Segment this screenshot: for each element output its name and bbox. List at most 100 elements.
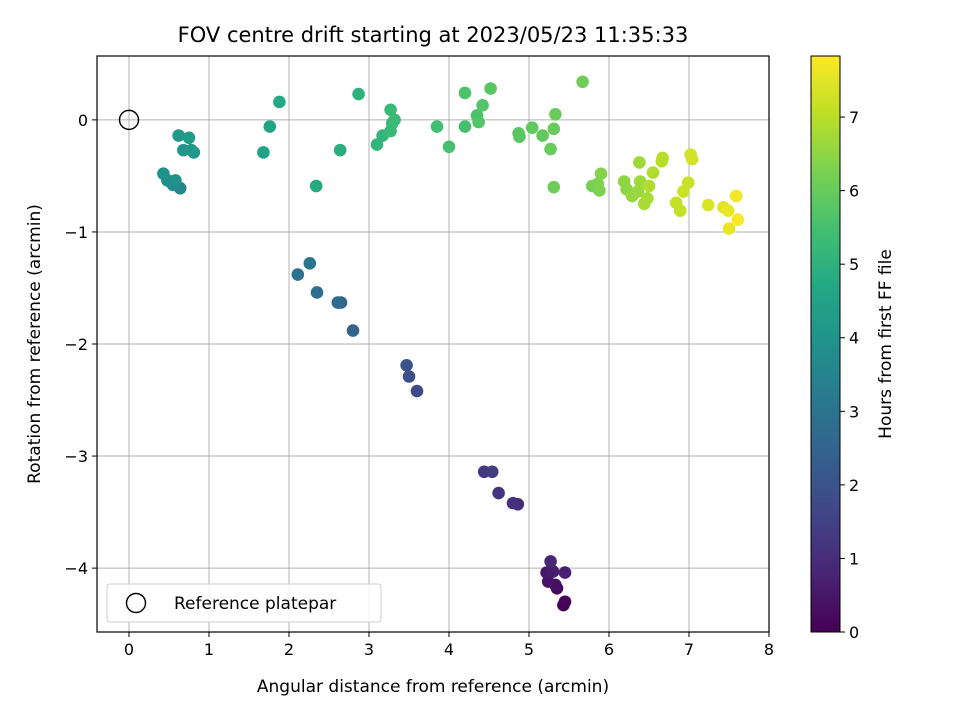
data-point bbox=[430, 120, 444, 133]
data-point bbox=[310, 286, 324, 299]
data-point bbox=[472, 115, 485, 129]
data-point bbox=[410, 384, 424, 398]
data-point bbox=[263, 120, 277, 133]
data-point bbox=[352, 87, 365, 101]
y-axis-label: Rotation from reference (arcmin) bbox=[25, 204, 45, 484]
data-point bbox=[631, 185, 645, 198]
reference-platepar-marker bbox=[118, 109, 140, 131]
x-tick-label: 4 bbox=[444, 640, 454, 659]
colorbar-tick-label: 5 bbox=[849, 255, 859, 274]
data-point bbox=[685, 152, 699, 166]
x-tick-label: 5 bbox=[524, 640, 534, 659]
data-point bbox=[458, 120, 472, 133]
data-point bbox=[721, 204, 735, 217]
data-point bbox=[681, 176, 695, 189]
legend-reference-marker bbox=[125, 592, 147, 614]
data-point bbox=[536, 129, 549, 142]
data-point bbox=[388, 113, 401, 127]
data-point bbox=[506, 496, 520, 510]
x-tick-label: 1 bbox=[204, 640, 214, 659]
y-tick-label: −1 bbox=[64, 223, 88, 242]
plot-area bbox=[118, 75, 745, 612]
legend-label-reference: Reference platepar bbox=[174, 594, 336, 614]
chart-title: FOV centre drift starting at 2023/05/23 … bbox=[178, 23, 689, 47]
colorbar-tick-label: 2 bbox=[849, 476, 859, 495]
legend-box bbox=[106, 583, 382, 623]
grid bbox=[97, 56, 770, 632]
data-point bbox=[633, 156, 646, 169]
data-point bbox=[182, 131, 196, 145]
data-point bbox=[731, 213, 745, 226]
colorbar-label: Hours from first FF file bbox=[876, 249, 896, 439]
colorbar-tick-label: 0 bbox=[849, 623, 859, 642]
data-point bbox=[513, 130, 526, 143]
y-tick-label: −4 bbox=[64, 559, 88, 578]
y-tick-label: −3 bbox=[64, 447, 88, 466]
y-axis: 0 −1 −2 −3 −4 bbox=[64, 111, 97, 578]
data-point bbox=[593, 184, 606, 197]
data-point bbox=[458, 86, 472, 100]
data-point bbox=[547, 180, 561, 194]
data-point bbox=[400, 358, 413, 372]
data-point bbox=[546, 565, 560, 578]
data-point bbox=[157, 167, 170, 180]
x-tick-label: 7 bbox=[684, 640, 694, 659]
colorbar-tick-label: 4 bbox=[849, 329, 859, 348]
colorbar-tick-label: 7 bbox=[849, 108, 859, 127]
data-point bbox=[701, 198, 715, 212]
data-point bbox=[309, 179, 323, 193]
data-point bbox=[370, 138, 384, 151]
colorbar: 0 1 2 3 4 5 6 7 Hours from first FF file bbox=[810, 55, 896, 642]
data-point bbox=[673, 204, 687, 217]
data-point bbox=[476, 99, 489, 112]
data-point bbox=[594, 167, 608, 180]
data-point bbox=[303, 257, 317, 270]
data-point bbox=[172, 129, 185, 142]
y-tick-label: 0 bbox=[78, 111, 88, 130]
x-axis-label: Angular distance from reference (arcmin) bbox=[257, 677, 609, 697]
colorbar-gradient bbox=[811, 56, 840, 632]
data-point bbox=[169, 174, 182, 187]
data-point bbox=[333, 143, 347, 157]
y-tick-label: −2 bbox=[64, 335, 88, 354]
colorbar-frame bbox=[810, 55, 841, 633]
colorbar-ticks: 0 1 2 3 4 5 6 7 bbox=[840, 108, 859, 642]
data-point bbox=[492, 486, 505, 500]
data-point bbox=[331, 296, 345, 309]
data-point bbox=[291, 268, 305, 281]
data-point bbox=[544, 555, 557, 568]
data-point bbox=[544, 142, 557, 156]
data-point bbox=[558, 566, 572, 579]
data-point bbox=[576, 75, 589, 89]
data-point bbox=[558, 595, 572, 609]
x-tick-label: 8 bbox=[764, 640, 774, 659]
data-point bbox=[646, 166, 660, 179]
data-point bbox=[642, 179, 656, 193]
data-point bbox=[549, 107, 562, 121]
data-point bbox=[525, 121, 539, 135]
data-point bbox=[484, 82, 497, 95]
data-point bbox=[485, 465, 499, 479]
data-point bbox=[442, 140, 456, 154]
x-tick-label: 2 bbox=[284, 640, 294, 659]
data-point bbox=[729, 189, 743, 203]
data-point bbox=[273, 95, 286, 109]
x-tick-label: 3 bbox=[364, 640, 374, 659]
data-point bbox=[402, 370, 416, 383]
colorbar-tick-label: 3 bbox=[849, 402, 859, 421]
x-axis: 0 1 2 3 4 5 6 7 8 bbox=[124, 632, 774, 659]
data-point bbox=[384, 103, 397, 117]
x-tick-label: 0 bbox=[124, 640, 134, 659]
colorbar-tick-label: 1 bbox=[849, 549, 859, 568]
x-tick-label: 6 bbox=[604, 640, 614, 659]
data-point bbox=[722, 222, 736, 235]
data-point bbox=[257, 146, 270, 159]
data-point bbox=[187, 146, 201, 159]
colorbar-tick-label: 6 bbox=[849, 182, 859, 201]
data-point bbox=[641, 192, 654, 205]
data-point bbox=[346, 324, 360, 337]
data-point bbox=[547, 122, 561, 136]
data-point bbox=[656, 151, 669, 165]
legend: Reference platepar bbox=[106, 583, 382, 623]
